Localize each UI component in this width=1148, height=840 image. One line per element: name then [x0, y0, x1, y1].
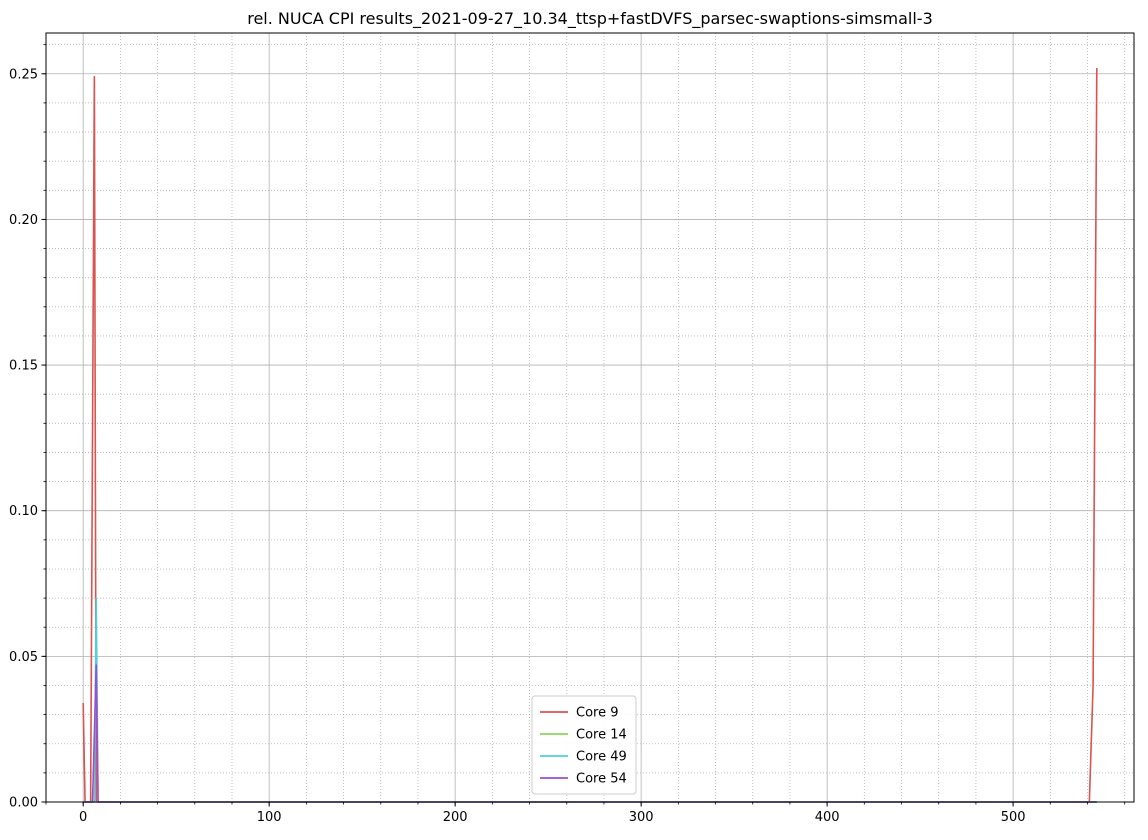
legend-label: Core 54	[576, 772, 627, 787]
y-tick-label: 0.15	[9, 359, 38, 374]
legend-label: Core 9	[576, 706, 619, 721]
x-tick-label: 400	[815, 810, 840, 825]
y-tick-label: 0.00	[9, 796, 38, 811]
axes: 0 100 200 300 400 500 0.00 0.05 0.10 0.15 0.20 0.25	[9, 32, 1135, 825]
y-tick-label: 0.20	[9, 213, 38, 228]
legend-box	[531, 695, 637, 795]
x-tick-label: 100	[257, 810, 282, 825]
series-layer	[82, 67, 1098, 803]
legend-label: Core 14	[576, 728, 627, 743]
y-tick-label: 0.05	[9, 650, 38, 665]
major-grid	[46, 33, 1134, 803]
y-tick-label: 0.25	[9, 67, 38, 82]
chart-title: rel. NUCA CPI results_2021-09-27_10.34_t…	[247, 9, 933, 29]
x-tick-label: 200	[443, 810, 468, 825]
x-tick-label: 0	[79, 810, 87, 825]
y-tick-label: 0.10	[9, 504, 38, 519]
legend: Core 9 Core 14 Core 49 Core 54	[531, 695, 637, 795]
minor-grid	[45, 33, 1134, 802]
legend-label: Core 49	[576, 750, 627, 765]
plot-frame	[45, 32, 1135, 803]
x-tick-label: 500	[1001, 810, 1026, 825]
x-tick-label: 300	[629, 810, 654, 825]
series-line-1	[82, 67, 1098, 803]
